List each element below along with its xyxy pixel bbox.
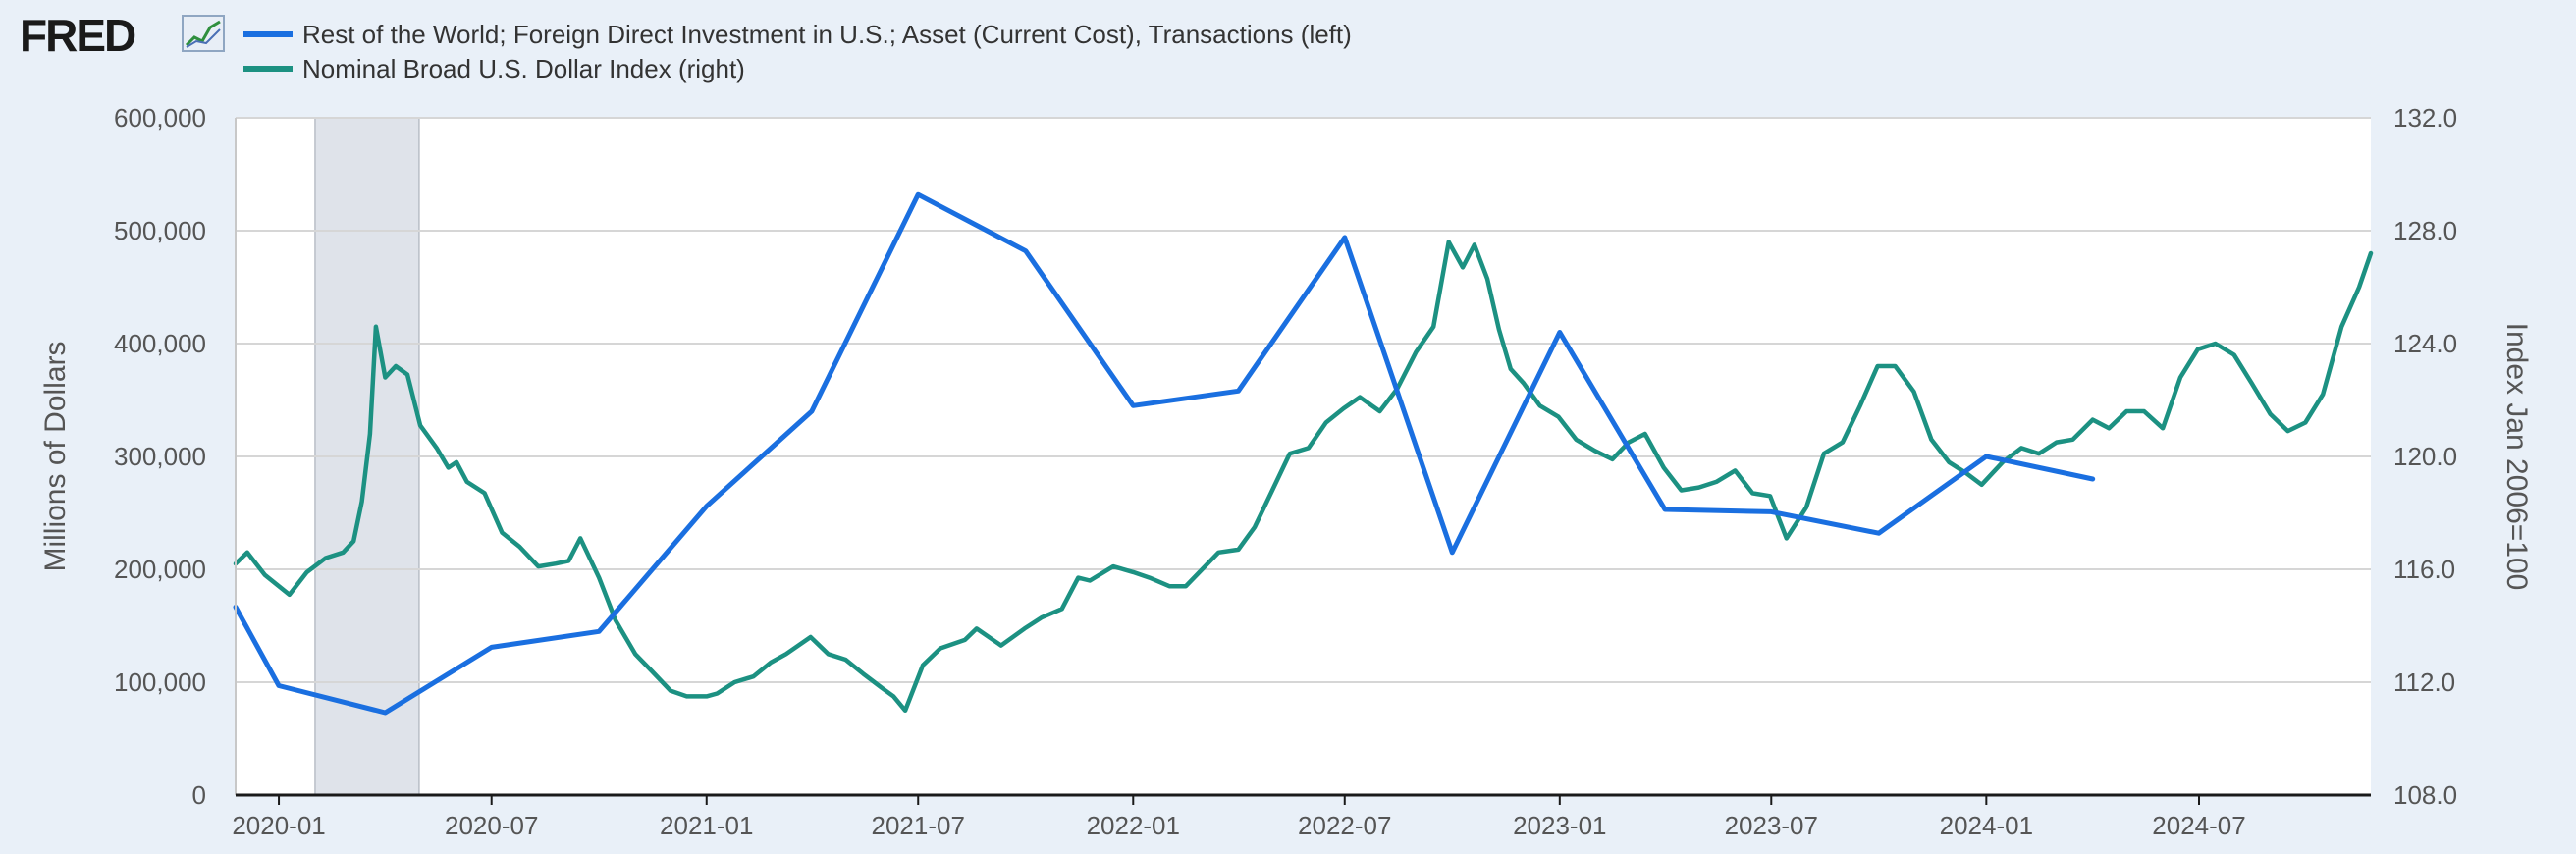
y-axis-right-title: Index Jan 2006=100 (2500, 323, 2533, 591)
series-line-fdi[interactable] (233, 191, 2096, 716)
legend-label-fdi: Rest of the World; Foreign Direct Invest… (302, 20, 1352, 49)
legend: Rest of the World; Foreign Direct Invest… (243, 20, 1352, 83)
x-tick-label: 2023-07 (1725, 811, 1818, 840)
y-right-tick-label: 120.0 (2393, 442, 2457, 471)
y-left-tick-label: 400,000 (114, 329, 206, 358)
y-left-tick-label: 500,000 (114, 216, 206, 245)
x-tick-label: 2020-01 (232, 811, 325, 840)
y-right-tick-label: 128.0 (2393, 216, 2457, 245)
x-tick-label: 2021-07 (872, 811, 965, 840)
line-chart-icon (182, 15, 225, 52)
legend-item-fdi[interactable]: Rest of the World; Foreign Direct Invest… (243, 20, 1352, 49)
y-left-tick-label: 200,000 (114, 555, 206, 584)
legend-item-dollar-index[interactable]: Nominal Broad U.S. Dollar Index (right) (243, 54, 745, 83)
x-tick-label: 2024-07 (2152, 811, 2245, 840)
x-tick-label: 2022-07 (1298, 811, 1391, 840)
y-right-tick-label: 132.0 (2393, 103, 2457, 133)
x-tick-label: 2023-01 (1513, 811, 1606, 840)
y-left-tick-label: 100,000 (114, 667, 206, 697)
y-left-tick-label: 0 (192, 780, 206, 810)
y-right-tick-label: 112.0 (2393, 667, 2455, 697)
y-right-tick-label: 124.0 (2393, 329, 2457, 358)
x-tick-label: 2024-01 (1940, 811, 2033, 840)
legend-label-dollar-index: Nominal Broad U.S. Dollar Index (right) (302, 54, 745, 83)
x-tick-label: 2020-07 (445, 811, 538, 840)
fred-logo[interactable]: FRED (20, 10, 225, 61)
x-tick-label: 2021-01 (660, 811, 753, 840)
y-right-tick-label: 108.0 (2393, 780, 2457, 810)
y-left-tick-label: 600,000 (114, 103, 206, 133)
series-line-dollar-index[interactable] (233, 240, 2374, 714)
y-axis-left-title: Millions of Dollars (39, 341, 72, 571)
y-right-tick-label: 116.0 (2393, 555, 2455, 584)
x-tick-label: 2022-01 (1087, 811, 1180, 840)
fred-logo-text: FRED (20, 10, 135, 61)
y-left-tick-label: 300,000 (114, 442, 206, 471)
